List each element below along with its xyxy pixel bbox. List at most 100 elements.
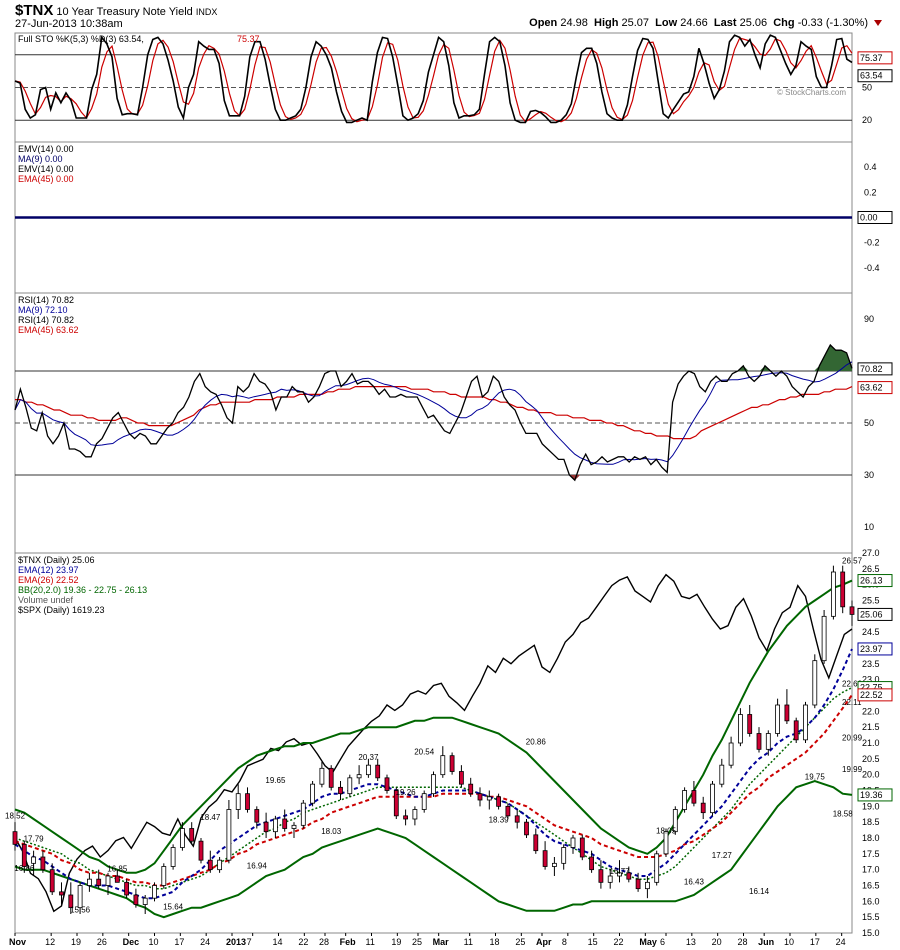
x-tick-label: 11 <box>366 937 375 947</box>
candle-body <box>626 872 632 880</box>
price-candle <box>775 698 780 737</box>
price-candle <box>254 806 260 829</box>
x-tick-label: 18 <box>490 937 500 947</box>
rsi-ema-tag: 63.62 <box>860 383 883 393</box>
candle-body <box>319 767 325 785</box>
candle-body <box>728 742 734 766</box>
x-tick-label: 24 <box>836 937 846 947</box>
price-candle <box>189 822 195 845</box>
candle-body <box>821 615 827 662</box>
price-candle <box>524 819 529 838</box>
emv-tag-group: 0.00 <box>857 211 893 224</box>
price-tick-15.5: 15.5 <box>862 912 880 922</box>
price-legend-0: $TNX (Daily) 25.06 <box>18 555 95 565</box>
emv-tag: 0.00 <box>860 213 878 223</box>
price-candle <box>803 701 808 743</box>
price-annotation: 20.99 <box>842 733 863 742</box>
price-candle <box>598 860 604 889</box>
price-annotation: 18.58 <box>833 810 854 819</box>
price-candle <box>328 765 334 791</box>
price-annotation: 16.94 <box>247 862 268 871</box>
price-candle <box>161 863 167 889</box>
price-annotation: 15.64 <box>163 903 184 912</box>
candle-body <box>59 891 64 896</box>
price-annotation: 18.52 <box>5 812 26 821</box>
price-candle <box>635 872 641 892</box>
candle-body <box>133 894 139 905</box>
rsi-overbought-fill <box>15 345 852 371</box>
candle-body <box>291 824 297 829</box>
price-candle <box>477 787 483 807</box>
stoch-d-tag-box <box>857 51 893 65</box>
price-candle <box>738 708 743 747</box>
candle-body <box>356 774 362 779</box>
x-tick-label: 19 <box>391 937 401 947</box>
x-tick-label: 10 <box>784 937 794 947</box>
x-tick-label: 25 <box>515 937 525 947</box>
low-value: 24.66 <box>680 17 708 29</box>
candle-body <box>756 733 762 750</box>
price-candle <box>458 765 464 788</box>
price-candle <box>552 857 557 876</box>
emv-legend-0: EMV(14) 0.00 <box>18 144 74 154</box>
price-candle <box>626 866 632 883</box>
price-tick-17.0: 17.0 <box>862 865 880 875</box>
stoch-d-tag: 75.37 <box>860 53 883 63</box>
candle-body <box>142 897 148 905</box>
candle-body <box>477 793 483 801</box>
price-annotation: 20.54 <box>414 748 435 757</box>
x-tick-label: Nov <box>9 937 26 947</box>
x-tick-label: 13 <box>686 937 696 947</box>
price-candle <box>207 850 213 873</box>
candle-body <box>393 790 399 817</box>
price-candle <box>300 800 306 829</box>
price-candle <box>710 781 715 816</box>
price-annotation: 16.43 <box>684 878 705 887</box>
price-tag-25.06-group: 25.06 <box>857 607 893 621</box>
candle-body <box>124 881 129 896</box>
price-tag-25.06: 25.06 <box>860 609 883 619</box>
emv-tick-0.4: 0.4 <box>864 162 877 172</box>
x-tick-label: Apr <box>536 937 552 947</box>
x-tick-label: 6 <box>660 937 665 947</box>
price-candle <box>654 850 660 886</box>
price-annotation: 17.27 <box>712 851 733 860</box>
candle-body <box>245 793 250 810</box>
candle-body <box>533 834 539 852</box>
candle-body <box>440 755 446 776</box>
price-legend-2: EMA(26) 22.52 <box>18 575 79 585</box>
x-tick-label: 17 <box>174 937 184 947</box>
price-candle <box>59 882 64 905</box>
price-tick-15.0: 15.0 <box>862 928 880 938</box>
candle-body <box>840 571 846 608</box>
x-tick-label: 7 <box>247 937 252 947</box>
rsi-tick-50: 50 <box>864 418 874 428</box>
price-candle <box>672 806 678 835</box>
open-value: 24.98 <box>560 17 588 29</box>
rsi-tag: 70.82 <box>860 364 883 374</box>
candle-body <box>765 733 771 750</box>
rsi-ema-tag-group: 63.62 <box>857 381 893 395</box>
price-candle <box>263 812 269 838</box>
price-candle <box>105 872 111 895</box>
candle-body <box>552 862 557 867</box>
timestamp: 27-Jun-2013 10:38am <box>15 18 123 30</box>
candle-body <box>384 777 390 791</box>
price-legend-5: $SPX (Daily) 1619.23 <box>18 605 105 615</box>
stoch-d-tag-group: 75.37 <box>857 51 893 65</box>
candle-body <box>49 869 55 893</box>
price-annotation: 18.05 <box>656 826 677 835</box>
candle-body <box>617 872 622 877</box>
price-candle <box>542 841 548 870</box>
stoch-k-line <box>14 34 853 124</box>
price-annotation: 16.85 <box>107 864 128 873</box>
candle-body <box>375 764 381 779</box>
price-tag-19.36: 19.36 <box>860 790 883 800</box>
candle-body <box>803 704 808 741</box>
candle-body <box>468 783 474 795</box>
price-annotation: 19.26 <box>396 788 417 797</box>
rsi-tick-90: 90 <box>864 314 874 324</box>
candle-body <box>179 828 185 848</box>
price-candle <box>468 777 474 797</box>
candle-body <box>486 796 492 801</box>
